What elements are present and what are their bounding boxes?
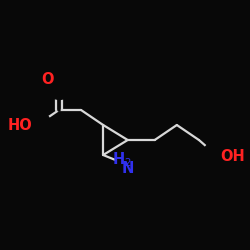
Text: N: N [122,161,134,176]
Text: O: O [42,72,54,88]
Text: H$_2$: H$_2$ [112,150,132,169]
Text: OH: OH [220,149,244,164]
Text: HO: HO [7,118,32,132]
